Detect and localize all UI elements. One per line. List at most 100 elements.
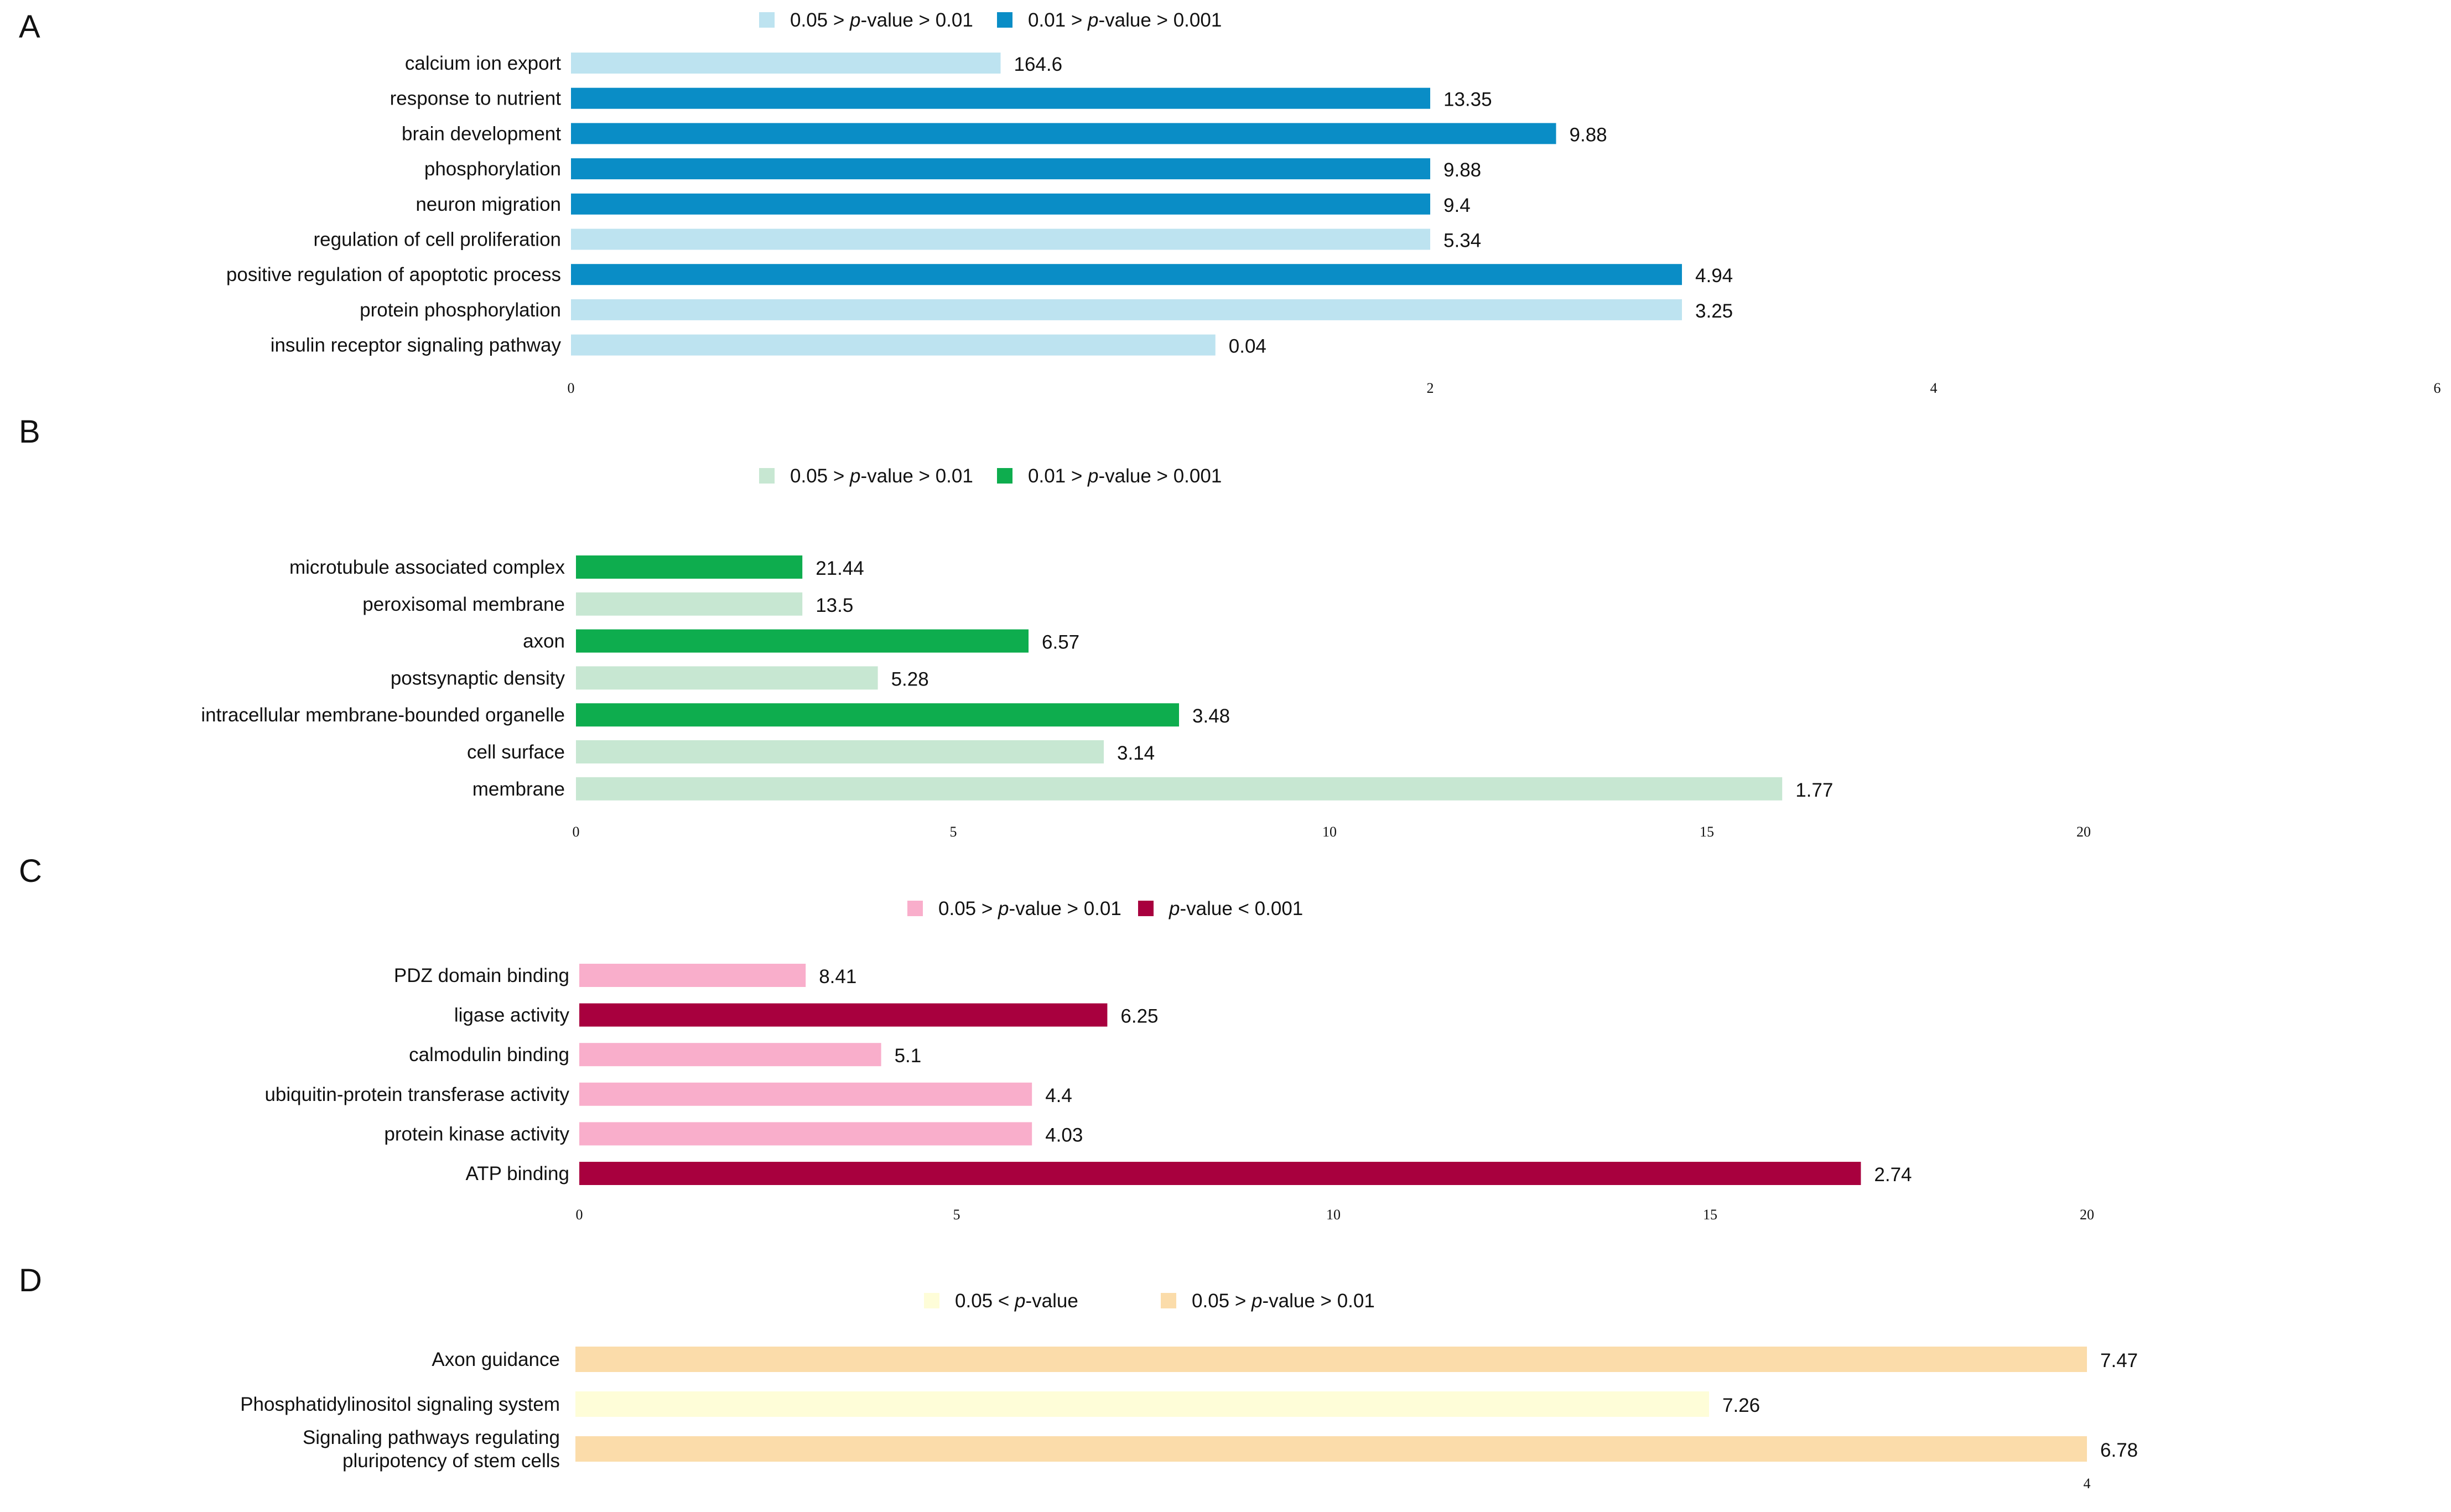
- panel-b-category-label-1: peroxisomal membrane: [362, 594, 565, 615]
- panel-c-data-label-2: 5.1: [895, 1045, 922, 1067]
- panel-c-bar-2: [579, 1043, 881, 1067]
- panel-a-category-label-7: protein phosphorylation: [360, 299, 561, 321]
- panel-a-x-tick-2: 4: [1930, 380, 1938, 396]
- panel-c-bars: PDZ domain binding 8.41 ligase activity 6.2…: [264, 964, 1912, 1186]
- panel-b-category-label-4: intracellular membrane-bounded organelle: [201, 704, 565, 726]
- panel-c-bar-4: [579, 1122, 1032, 1146]
- panel-a-category-label-1: response to nutrient: [390, 88, 562, 110]
- panel-b-bar-4: [576, 703, 1179, 727]
- panel-a-category-label-8: insulin receptor signaling pathway: [271, 335, 562, 356]
- panel-b-data-label-6: 1.77: [1795, 780, 1833, 801]
- panel-c-data-label-5: 2.74: [1874, 1164, 1912, 1186]
- panel-d-bar-1: [575, 1391, 1709, 1417]
- panel-c-bar-3: [579, 1082, 1032, 1106]
- panel-a-data-label-2: 9.88: [1570, 124, 1607, 146]
- panel-d-legend-swatch-0: [924, 1293, 939, 1308]
- panel-d-category-label-1: Phosphatidylinositol signaling system: [240, 1394, 560, 1415]
- panel-c-x-tick-0: 0: [576, 1207, 583, 1223]
- panel-d-legend-swatch-1: [1161, 1293, 1176, 1308]
- panel-c-bar-5: [579, 1162, 1861, 1185]
- panel-b: B 0.05 > p-value > 0.01 0.01 > p-value > …: [19, 414, 2091, 840]
- panel-a-x-tick-0: 0: [568, 380, 575, 396]
- panel-c-category-label-2: calmodulin binding: [409, 1044, 569, 1066]
- panel-b-legend-swatch-1: [997, 468, 1012, 484]
- panel-b-x-tick-1: 5: [950, 824, 957, 840]
- panel-d: D 0.05 < p-value 0.05 > p-value > 0.01 Ax…: [19, 1262, 2138, 1492]
- panel-a-bar-3: [571, 158, 1430, 180]
- panel-d-legend-label-1: 0.05 > p-value > 0.01: [1192, 1290, 1375, 1312]
- panel-c-legend: 0.05 > p-value > 0.01 p-value < 0.001: [907, 898, 1303, 919]
- panel-d-bars: Axon guidance 7.47 Phosphatidylinositol si…: [240, 1347, 2138, 1472]
- panel-c-x-tick-1: 5: [953, 1207, 960, 1223]
- panel-b-bar-5: [576, 740, 1104, 763]
- panel-d-bar-2: [575, 1436, 2087, 1462]
- panel-a-bar-8: [571, 334, 1216, 356]
- panel-a-x-tick-1: 2: [1427, 380, 1434, 396]
- panel-b-data-label-3: 5.28: [891, 668, 929, 690]
- panel-letter-c: C: [19, 853, 42, 889]
- panel-c-category-label-4: protein kinase activity: [384, 1123, 569, 1145]
- panel-d-x-tick-0: 4: [2084, 1475, 2091, 1492]
- panel-b-category-label-0: microtubule associated complex: [289, 557, 565, 578]
- panel-a-data-label-4: 9.4: [1443, 195, 1471, 216]
- panel-letter-a: A: [19, 9, 40, 45]
- panel-c-bar-0: [579, 964, 806, 987]
- panel-a-x-ticks: 0 2 4 6: [568, 380, 2441, 396]
- panel-d-category-label-2: Signaling pathways regulating pluripotenc…: [303, 1427, 560, 1472]
- panel-a-bar-2: [571, 123, 1556, 144]
- panel-c-data-label-0: 8.41: [819, 966, 856, 988]
- panel-a-bar-5: [571, 228, 1430, 250]
- panel-a-data-label-5: 5.34: [1443, 230, 1481, 252]
- panel-a-data-label-8: 0.04: [1229, 336, 1266, 357]
- panel-c-category-label-1: ligase activity: [454, 1005, 570, 1026]
- panel-c-legend-swatch-0: [907, 901, 923, 916]
- panel-a-category-label-0: calcium ion export: [405, 53, 561, 74]
- panel-a-bar-6: [571, 264, 1682, 285]
- panel-d-legend-label-0: 0.05 < p-value: [955, 1290, 1078, 1312]
- panel-b-category-label-2: axon: [523, 631, 565, 652]
- panel-a-data-label-6: 4.94: [1695, 265, 1733, 287]
- panel-a-category-label-3: phosphorylation: [424, 158, 561, 180]
- panel-b-data-label-5: 3.14: [1117, 742, 1155, 764]
- panel-a-category-label-2: brain development: [402, 123, 561, 144]
- panel-b-data-label-1: 13.5: [816, 595, 853, 616]
- panel-b-bar-2: [576, 629, 1029, 653]
- panel-a-bar-1: [571, 87, 1430, 109]
- panel-b-category-label-5: cell surface: [467, 741, 565, 763]
- panel-c-bar-1: [579, 1003, 1108, 1027]
- panel-b-x-tick-0: 0: [573, 824, 580, 840]
- panel-b-bar-6: [576, 777, 1783, 801]
- panel-c-x-tick-3: 15: [1703, 1207, 1717, 1223]
- panel-a-data-label-3: 9.88: [1443, 159, 1481, 181]
- panel-c-data-label-1: 6.25: [1120, 1006, 1158, 1027]
- panel-a-bar-0: [571, 53, 1001, 74]
- panel-a-legend-swatch-0: [759, 12, 775, 28]
- panel-b-bars: microtubule associated complex 21.44 perox…: [201, 555, 1833, 801]
- panel-d-category-label-0: Axon guidance: [432, 1349, 560, 1370]
- panel-b-bar-0: [576, 555, 803, 579]
- panel-b-bar-3: [576, 666, 878, 690]
- panel-c-category-label-3: ubiquitin-protein transferase activity: [264, 1084, 569, 1105]
- panel-a-legend-swatch-1: [997, 12, 1012, 28]
- panel-b-legend-swatch-0: [759, 468, 775, 484]
- panel-c-legend-label-0: 0.05 > p-value > 0.01: [938, 898, 1121, 919]
- panel-c-x-tick-4: 20: [2080, 1207, 2094, 1223]
- panel-b-x-tick-2: 10: [1322, 824, 1337, 840]
- panel-b-legend-label-0: 0.05 > p-value > 0.01: [790, 465, 973, 487]
- panel-b-data-label-2: 6.57: [1042, 632, 1079, 653]
- panel-b-category-label-6: membrane: [472, 778, 565, 800]
- panel-a-bar-4: [571, 193, 1430, 215]
- panel-c-legend-label-1: p-value < 0.001: [1169, 898, 1303, 919]
- panel-c-x-ticks: 0 5 10 15 20: [576, 1207, 2095, 1223]
- panel-a-category-label-6: positive regulation of apoptotic process: [226, 264, 561, 285]
- panel-a-legend: 0.05 > p-value > 0.01 0.01 > p-value > 0.…: [759, 9, 1222, 31]
- panel-c: C 0.05 > p-value > 0.01 p-value < 0.001 P…: [19, 853, 2094, 1223]
- panel-a-legend-label-1: 0.01 > p-value > 0.001: [1028, 9, 1222, 31]
- panel-b-x-tick-4: 20: [2076, 824, 2091, 840]
- panel-a-data-label-1: 13.35: [1443, 89, 1492, 111]
- panel-a-x-tick-3: 6: [2434, 380, 2441, 396]
- panel-c-data-label-3: 4.4: [1045, 1085, 1072, 1106]
- panel-c-x-tick-2: 10: [1326, 1207, 1341, 1223]
- panel-letter-b: B: [19, 414, 40, 450]
- panel-d-bar-0: [575, 1347, 2087, 1372]
